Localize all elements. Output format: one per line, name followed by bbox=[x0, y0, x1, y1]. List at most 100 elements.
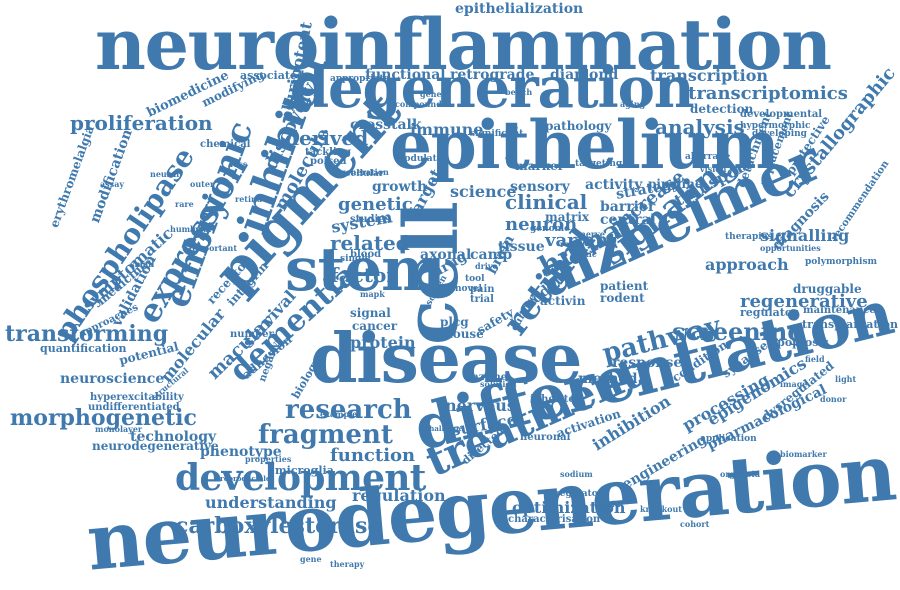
cloud-word: neuroscience bbox=[60, 371, 165, 387]
cloud-word: analysis bbox=[655, 115, 745, 139]
cloud-word: matrix bbox=[545, 210, 590, 224]
cloud-word: donor bbox=[820, 394, 847, 404]
cloud-word: lipid bbox=[600, 499, 621, 509]
cloud-word: research bbox=[285, 395, 412, 425]
cloud-word: therapy bbox=[330, 559, 365, 569]
cloud-word: neuroinflammation bbox=[95, 3, 832, 86]
cloud-word: modulate bbox=[395, 154, 443, 164]
cloud-word: tissue bbox=[498, 239, 545, 255]
cloud-word: degeneration bbox=[290, 55, 695, 121]
cloud-word: protein bbox=[350, 333, 416, 352]
cloud-word: nervous bbox=[445, 396, 516, 415]
cloud-word: sodium bbox=[560, 469, 593, 479]
cloud-word: chemical bbox=[200, 139, 251, 150]
cloud-word: toxic bbox=[575, 249, 597, 259]
cloud-word: genome bbox=[530, 224, 570, 234]
cloud-word: transcription bbox=[650, 66, 769, 85]
cloud-word: patient bbox=[600, 279, 649, 293]
cloud-word: regulatory bbox=[555, 489, 608, 499]
cloud-word: diamond bbox=[550, 67, 619, 83]
cloud-word: regulation bbox=[352, 486, 446, 505]
cloud-word: rare bbox=[175, 199, 194, 209]
cloud-word: vision bbox=[700, 164, 727, 174]
cloud-word: neural bbox=[150, 169, 180, 179]
cloud-word: understanding bbox=[205, 493, 337, 512]
cloud-word: developing bbox=[752, 129, 807, 139]
cloud-word: pathology bbox=[545, 119, 612, 133]
cloud-word: transplantation bbox=[802, 318, 898, 331]
cloud-word: retina bbox=[235, 194, 263, 204]
cloud-word: mapk bbox=[360, 289, 385, 299]
cloud-word: cancer bbox=[352, 319, 398, 333]
cloud-word: method bbox=[578, 371, 638, 387]
cloud-word: pain bbox=[470, 284, 495, 295]
cloud-word: light bbox=[835, 374, 857, 384]
cloud-word: clinical bbox=[505, 190, 588, 214]
cloud-word: pipeline bbox=[648, 177, 703, 191]
cloud-word: rodent bbox=[600, 291, 645, 305]
cloud-word: maintenance bbox=[803, 305, 876, 316]
cloud-word: example bbox=[320, 409, 358, 419]
cloud-word: assay bbox=[100, 179, 125, 189]
cloud-word: development bbox=[175, 457, 426, 499]
cloud-word: growth bbox=[372, 179, 428, 195]
cloud-word: response bbox=[612, 355, 683, 371]
cloud-word: stem bbox=[285, 235, 445, 305]
cloud-word: application bbox=[700, 434, 757, 444]
cloud-word: targeting bbox=[575, 159, 623, 169]
cloud-word: generation bbox=[340, 167, 389, 177]
cloud-word: retrograde bbox=[450, 67, 535, 83]
cloud-word: developmental bbox=[740, 109, 823, 120]
cloud-word: barrier bbox=[600, 199, 656, 215]
cloud-word: solution bbox=[480, 379, 517, 389]
cloud-word: regulator bbox=[740, 306, 799, 319]
cloud-word: aging bbox=[620, 99, 646, 109]
cloud-word: studies bbox=[350, 214, 391, 225]
cloud-word: apoptosis bbox=[770, 336, 829, 349]
cloud-word: neurodegenerative bbox=[92, 439, 219, 453]
cloud-word: hyperexcitability bbox=[90, 392, 184, 403]
cloud-word: local bbox=[190, 224, 212, 234]
cloud-word: important bbox=[192, 243, 238, 253]
cloud-word: immune bbox=[410, 120, 484, 139]
cloud-word: tackling bbox=[305, 147, 351, 158]
cloud-word: genes bbox=[420, 89, 447, 99]
cloud-word: disease bbox=[310, 319, 582, 399]
cloud-word: activity bbox=[585, 177, 643, 193]
cloud-word: nerve bbox=[580, 229, 605, 239]
cloud-word: related bbox=[330, 231, 410, 255]
cloud-word: small bbox=[130, 259, 155, 269]
cloud-word: monolayer bbox=[95, 424, 143, 434]
cloud-word: cellular bbox=[345, 169, 384, 179]
cloud-word: single bbox=[340, 254, 371, 264]
cloud-word: therapies bbox=[725, 232, 773, 242]
cloud-word: number bbox=[230, 329, 274, 340]
cloud-word: inherited bbox=[530, 394, 582, 405]
cloud-word: knockout bbox=[640, 504, 682, 514]
cloud-word: recommendation bbox=[829, 158, 892, 244]
cloud-word: optimization bbox=[512, 498, 626, 517]
cloud-word: screening bbox=[672, 317, 805, 346]
cloud-word: activin bbox=[540, 294, 586, 308]
cloud-word: hypermorphic bbox=[740, 121, 811, 131]
cloud-word: outer bbox=[190, 179, 215, 189]
cloud-word: novel bbox=[455, 284, 482, 294]
cloud-word: role bbox=[560, 239, 578, 249]
cloud-word: phenotype bbox=[200, 444, 282, 460]
cloud-word: polymorphism bbox=[805, 257, 878, 267]
cloud-word: gene bbox=[300, 554, 322, 564]
cloud-word: reproducible bbox=[220, 474, 271, 483]
cloud-word: microglia bbox=[275, 464, 334, 477]
cloud-word: cohort bbox=[680, 519, 710, 529]
cloud-word: properties bbox=[245, 454, 292, 464]
cloud-word: drive bbox=[475, 261, 498, 271]
cloud-word: sensory bbox=[510, 179, 570, 195]
cloud-word: signalling bbox=[760, 226, 850, 245]
cloud-word: crosstalk bbox=[350, 117, 422, 133]
cloud-word: quantification bbox=[40, 342, 127, 355]
cloud-word: druggable bbox=[793, 282, 862, 296]
cloud-word: bench bbox=[505, 87, 533, 97]
cloud-word: blood bbox=[350, 249, 382, 260]
cloud-word: opportunities bbox=[760, 243, 821, 253]
